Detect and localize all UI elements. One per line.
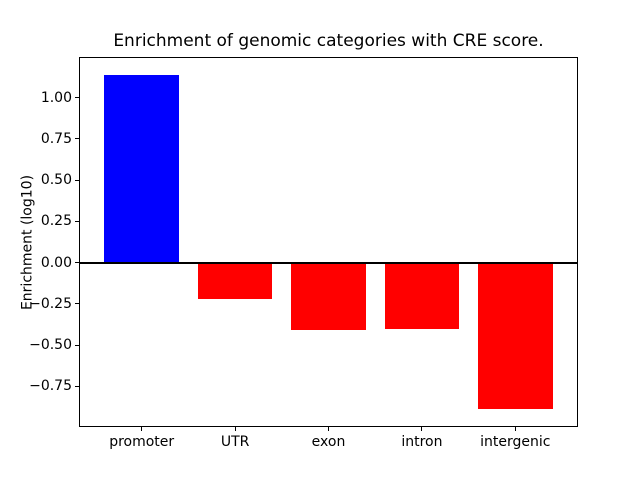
chart-title: Enrichment of genomic categories with CR… [113,31,544,51]
x-tick-mark [421,427,423,431]
y-tick-label: 0.25 [40,213,72,230]
bar-intergenic [478,262,553,410]
y-tick-mark [75,97,79,99]
y-tick-mark [75,220,79,222]
y-tick-mark [75,303,79,305]
y-tick-label: 0.75 [40,130,72,147]
x-tick-label-UTR: UTR [220,434,250,450]
x-tick-label-intergenic: intergenic [480,434,551,450]
bar-exon [291,262,366,331]
y-tick-label: −0.75 [29,378,72,395]
x-tick-mark [234,427,236,431]
y-tick-label: 0.00 [40,254,72,271]
bar-UTR [197,262,273,299]
y-tick-mark [75,138,79,140]
y-tick-mark [75,179,79,181]
bar-promoter [104,74,179,263]
x-tick-label-intron: intron [401,434,443,450]
y-tick-mark [75,385,79,387]
y-tick-mark [75,344,79,346]
y-tick-label: −0.50 [29,337,72,354]
zero-line [80,261,577,264]
x-tick-label-promoter: promoter [109,434,175,450]
y-tick-label: −0.25 [29,295,72,312]
x-tick-mark [328,427,329,431]
x-tick-mark [514,427,516,431]
x-tick-label-exon: exon [311,434,346,450]
x-tick-mark [141,427,143,431]
y-tick-label: 1.00 [40,89,72,106]
y-tick-label: 0.50 [40,172,72,189]
y-tick-mark [75,262,79,264]
bar-intron [384,262,460,329]
